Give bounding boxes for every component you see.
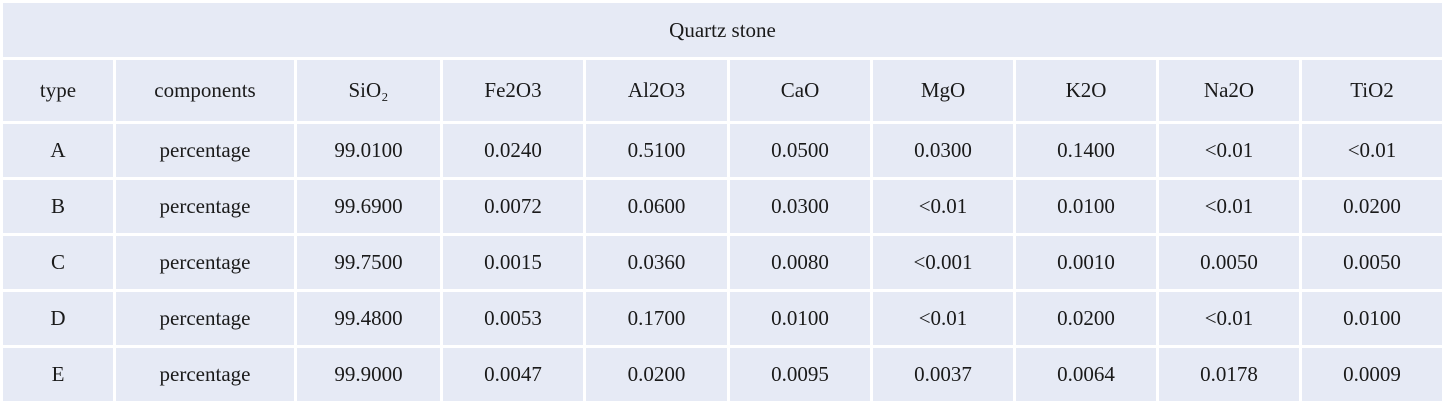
data-cell: 0.0300	[730, 180, 870, 233]
data-cell: 99.7500	[297, 236, 440, 289]
header-cell: TiO2	[1302, 60, 1443, 121]
data-cell: 0.0009	[1302, 348, 1443, 401]
data-cell: 0.0100	[730, 292, 870, 345]
data-cell: percentage	[116, 236, 294, 289]
header-cell: Al2O3	[586, 60, 727, 121]
data-cell: 99.4800	[297, 292, 440, 345]
data-cell: 0.0050	[1159, 236, 1299, 289]
data-cell: 0.0200	[1016, 292, 1156, 345]
data-cell: 0.1400	[1016, 124, 1156, 177]
data-cell: 0.0200	[586, 348, 727, 401]
data-cell: percentage	[116, 348, 294, 401]
header-cell: Na2O	[1159, 60, 1299, 121]
data-cell: C	[3, 236, 113, 289]
header-cell: K2O	[1016, 60, 1156, 121]
data-cell: 99.9000	[297, 348, 440, 401]
data-cell: <0.01	[1302, 124, 1443, 177]
data-cell: 0.0015	[443, 236, 583, 289]
data-cell: <0.01	[873, 292, 1013, 345]
data-cell: 0.0072	[443, 180, 583, 233]
data-cell: 0.0050	[1302, 236, 1443, 289]
data-cell: 0.0360	[586, 236, 727, 289]
data-cell: B	[3, 180, 113, 233]
data-cell: 0.0053	[443, 292, 583, 345]
data-cell: <0.01	[1159, 292, 1299, 345]
data-cell: E	[3, 348, 113, 401]
data-cell: 0.0240	[443, 124, 583, 177]
data-cell: 0.0100	[1302, 292, 1443, 345]
data-cell: <0.001	[873, 236, 1013, 289]
data-cell: 0.0047	[443, 348, 583, 401]
data-cell: 0.0010	[1016, 236, 1156, 289]
data-cell: A	[3, 124, 113, 177]
data-cell: <0.01	[1159, 124, 1299, 177]
header-cell: CaO	[730, 60, 870, 121]
data-cell: <0.01	[1159, 180, 1299, 233]
header-cell: SiO₂	[297, 60, 440, 121]
data-cell: 0.0300	[873, 124, 1013, 177]
data-cell: 0.0080	[730, 236, 870, 289]
data-cell: 0.0500	[730, 124, 870, 177]
data-cell: 0.0064	[1016, 348, 1156, 401]
header-cell: type	[3, 60, 113, 121]
header-row: type components SiO₂ Fe2O3 Al2O3 CaO MgO K2O Na2…	[3, 60, 1443, 121]
data-cell: 0.0037	[873, 348, 1013, 401]
data-cell: 0.0100	[1016, 180, 1156, 233]
table-body: Quartz stone type components SiO₂ Fe2O3 Al2O3…	[3, 3, 1443, 401]
data-cell: 0.0178	[1159, 348, 1299, 401]
data-cell: percentage	[116, 180, 294, 233]
header-cell: components	[116, 60, 294, 121]
title-row: Quartz stone	[3, 3, 1443, 57]
data-cell: 0.1700	[586, 292, 727, 345]
data-cell: 0.0095	[730, 348, 870, 401]
data-cell: 0.5100	[586, 124, 727, 177]
header-cell: Fe2O3	[443, 60, 583, 121]
data-cell: 99.6900	[297, 180, 440, 233]
data-cell: percentage	[116, 292, 294, 345]
data-cell: percentage	[116, 124, 294, 177]
data-cell: D	[3, 292, 113, 345]
data-cell: 0.0200	[1302, 180, 1443, 233]
table-title: Quartz stone	[3, 3, 1443, 57]
header-cell: MgO	[873, 60, 1013, 121]
data-cell: <0.01	[873, 180, 1013, 233]
data-cell: 0.0600	[586, 180, 727, 233]
data-cell: 99.0100	[297, 124, 440, 177]
